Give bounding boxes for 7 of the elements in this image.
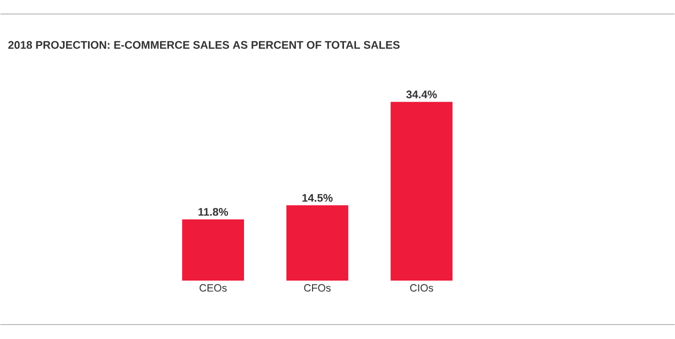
- x-tick-label: CFOs: [304, 284, 331, 292]
- x-tick-label: CIOs: [410, 284, 434, 292]
- chart-title: 2018 PROJECTION: E-COMMERCE SALES AS PERCENT OF TOTAL SALES: [8, 41, 400, 50]
- data-label: 34.4%: [406, 90, 437, 99]
- data-label: 11.8%: [198, 208, 228, 216]
- data-label: 14.5%: [302, 194, 333, 202]
- x-tick-label: CEOs: [200, 284, 227, 292]
